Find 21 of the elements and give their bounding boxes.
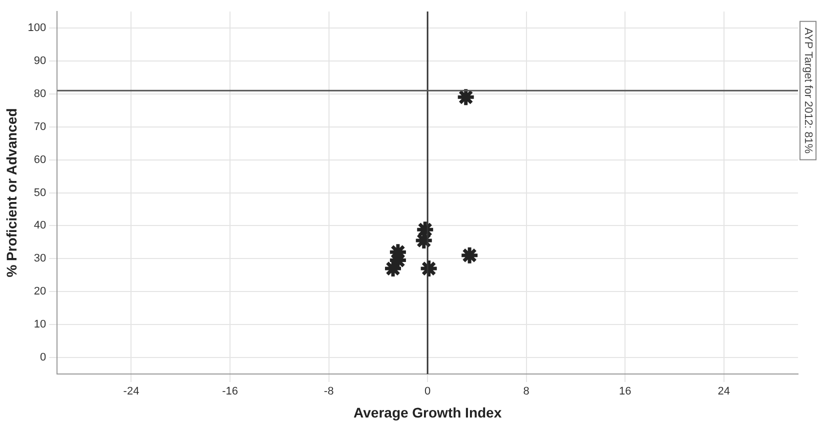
y-tick-label: 70 xyxy=(34,120,46,133)
y-tick-label: 20 xyxy=(34,286,46,298)
y-tick-label: 40 xyxy=(34,220,46,232)
x-tick-label: 8 xyxy=(523,386,530,398)
y-tick-label: 60 xyxy=(34,154,46,166)
x-tick-label: 0 xyxy=(424,386,431,398)
y-tick-label: 10 xyxy=(34,318,46,331)
x-tick-label: -8 xyxy=(324,386,334,398)
y-tick-label: 30 xyxy=(34,252,46,265)
y-tick-label: 90 xyxy=(34,54,46,67)
x-tick-label: -16 xyxy=(222,386,238,398)
x-tick-label: -24 xyxy=(123,386,140,398)
y-axis-title: % Proficient or Advanced xyxy=(3,108,20,278)
ref-line-label: AYP Target for 2012: 81% xyxy=(802,28,814,154)
y-tick-label: 0 xyxy=(40,352,46,364)
x-axis-title: Average Growth Index xyxy=(354,404,502,420)
y-tick-label: 50 xyxy=(34,186,46,199)
y-tick-label: 80 xyxy=(34,88,46,100)
x-tick-label: 24 xyxy=(718,386,730,398)
y-tick-label: 100 xyxy=(28,22,46,34)
x-tick-label: 16 xyxy=(619,386,632,398)
